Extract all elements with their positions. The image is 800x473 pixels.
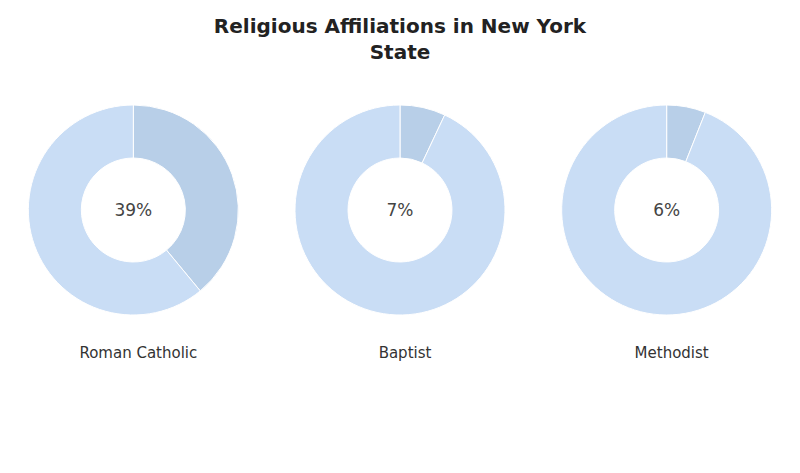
svg-text:Methodist: Methodist — [635, 344, 709, 362]
svg-text:Baptist: Baptist — [379, 344, 432, 362]
svg-text:7%: 7% — [387, 200, 414, 220]
svg-text:Religious Affiliations in New: Religious Affiliations in New York — [214, 14, 587, 38]
svg-text:6%: 6% — [653, 200, 680, 220]
svg-text:State: State — [370, 40, 431, 64]
svg-text:Roman Catholic: Roman Catholic — [79, 344, 197, 362]
svg-text:39%: 39% — [114, 200, 152, 220]
